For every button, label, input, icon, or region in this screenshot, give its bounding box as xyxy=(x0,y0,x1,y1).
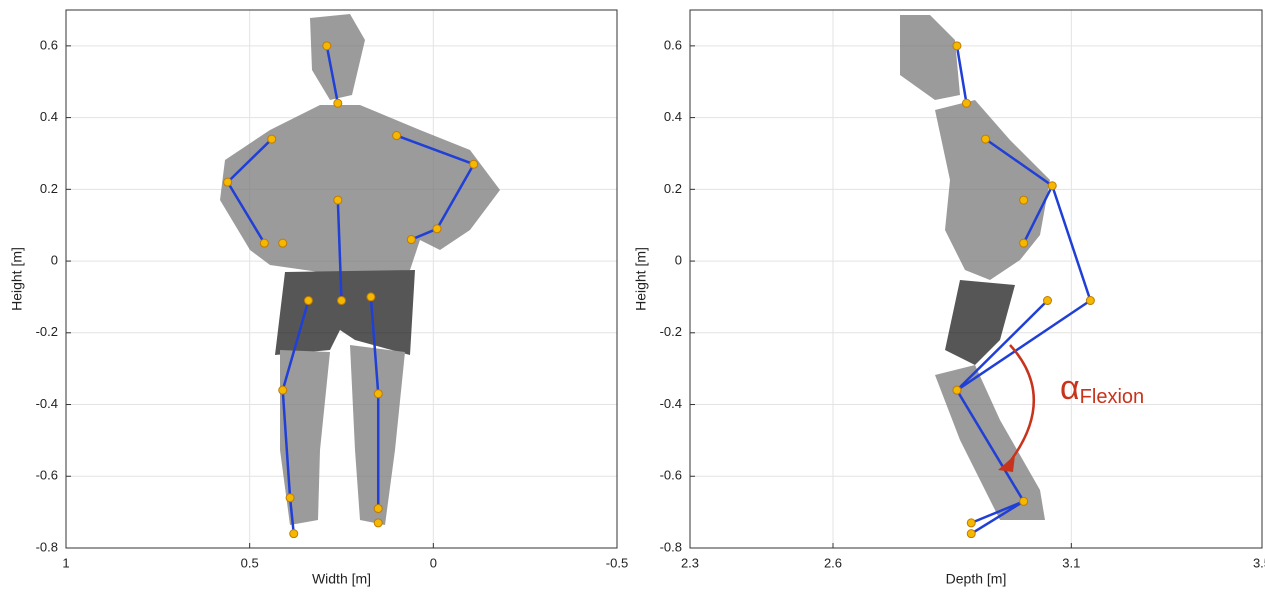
bone xyxy=(956,299,1092,392)
y-tick-label: -0.8 xyxy=(36,539,58,554)
bone xyxy=(226,138,273,184)
joint xyxy=(1019,496,1029,506)
joint xyxy=(966,518,976,528)
y-tick-label: -0.6 xyxy=(36,468,58,483)
joint xyxy=(373,518,383,528)
joint xyxy=(952,41,962,51)
x-tick-label: 3.1 xyxy=(1062,555,1080,570)
joint xyxy=(333,195,343,205)
y-tick-label: -0.8 xyxy=(660,539,682,554)
joint xyxy=(285,493,295,503)
bone xyxy=(288,497,295,534)
bone xyxy=(984,138,1053,187)
x-tick-label: 0.5 xyxy=(241,555,259,570)
y-tick-label: 0.2 xyxy=(664,181,682,196)
joint xyxy=(366,292,376,302)
x-tick-label: 2.3 xyxy=(681,555,699,570)
y-tick-label: 0.6 xyxy=(40,37,58,52)
joint xyxy=(267,134,277,144)
flexion-arrowhead xyxy=(998,455,1015,472)
bone xyxy=(410,227,438,241)
y-tick-label: -0.2 xyxy=(36,324,58,339)
bone xyxy=(281,300,310,391)
point-cloud-front xyxy=(220,14,500,525)
y-tick-label: 0.4 xyxy=(40,109,58,124)
bone xyxy=(396,134,475,166)
y-tick-label: 0 xyxy=(675,253,682,268)
joint xyxy=(278,385,288,395)
y-tick-label: -0.4 xyxy=(660,396,682,411)
joint xyxy=(259,238,269,248)
joint xyxy=(303,296,313,306)
x-tick-label: -0.5 xyxy=(606,555,628,570)
x-tick-label: 0 xyxy=(430,555,437,570)
joint xyxy=(1019,238,1029,248)
joint xyxy=(289,529,299,539)
bone xyxy=(1022,185,1054,244)
annotation: αFlexion xyxy=(1060,369,1144,408)
bone xyxy=(226,181,266,244)
bone xyxy=(1051,185,1092,301)
joint xyxy=(961,98,971,108)
x-axis-title: Width [m] xyxy=(312,571,371,587)
joint xyxy=(392,131,402,141)
bone xyxy=(956,299,1049,392)
flexion-arc xyxy=(1004,344,1036,469)
joint xyxy=(333,98,343,108)
joint xyxy=(278,238,288,248)
bone xyxy=(435,163,475,230)
annotation-subscript: Flexion xyxy=(1080,386,1144,408)
y-tick-label: -0.6 xyxy=(660,468,682,483)
bone xyxy=(970,500,1025,525)
joint xyxy=(337,296,346,306)
bone xyxy=(970,500,1025,535)
plot-frame xyxy=(65,9,618,549)
joint xyxy=(952,385,962,395)
joint xyxy=(966,529,976,539)
x-tick-label: 1 xyxy=(62,555,69,570)
bone xyxy=(369,296,380,394)
y-tick-label: -0.2 xyxy=(660,324,682,339)
bone xyxy=(955,45,968,104)
joint xyxy=(981,134,991,144)
annotation-symbol: α xyxy=(1060,369,1080,407)
bone xyxy=(281,390,292,498)
joint xyxy=(1043,296,1052,306)
joint xyxy=(469,159,479,169)
point-cloud-side xyxy=(900,15,1050,520)
joint xyxy=(1019,195,1029,205)
y-tick-label: 0 xyxy=(51,253,58,268)
x-axis-title: Depth [m] xyxy=(946,571,1007,587)
x-tick-label: 2.6 xyxy=(824,555,842,570)
joint xyxy=(373,389,383,399)
y-tick-label: 0.2 xyxy=(40,181,58,196)
joint xyxy=(373,504,383,514)
x-tick-label: 3.5 xyxy=(1253,555,1265,570)
y-axis-title: Height [m] xyxy=(9,247,25,311)
joint xyxy=(1047,181,1057,191)
joint xyxy=(322,41,332,51)
y-tick-label: 0.4 xyxy=(664,109,682,124)
bone xyxy=(325,45,340,104)
y-tick-label: 0.6 xyxy=(664,37,682,52)
joint xyxy=(432,224,442,234)
joint xyxy=(406,235,416,245)
y-axis-title: Height [m] xyxy=(633,247,649,311)
bone xyxy=(336,200,343,301)
bone xyxy=(955,389,1025,503)
joint xyxy=(223,177,233,187)
y-tick-label: -0.4 xyxy=(36,396,58,411)
joint xyxy=(1085,296,1095,306)
plot-frame xyxy=(689,9,1263,549)
